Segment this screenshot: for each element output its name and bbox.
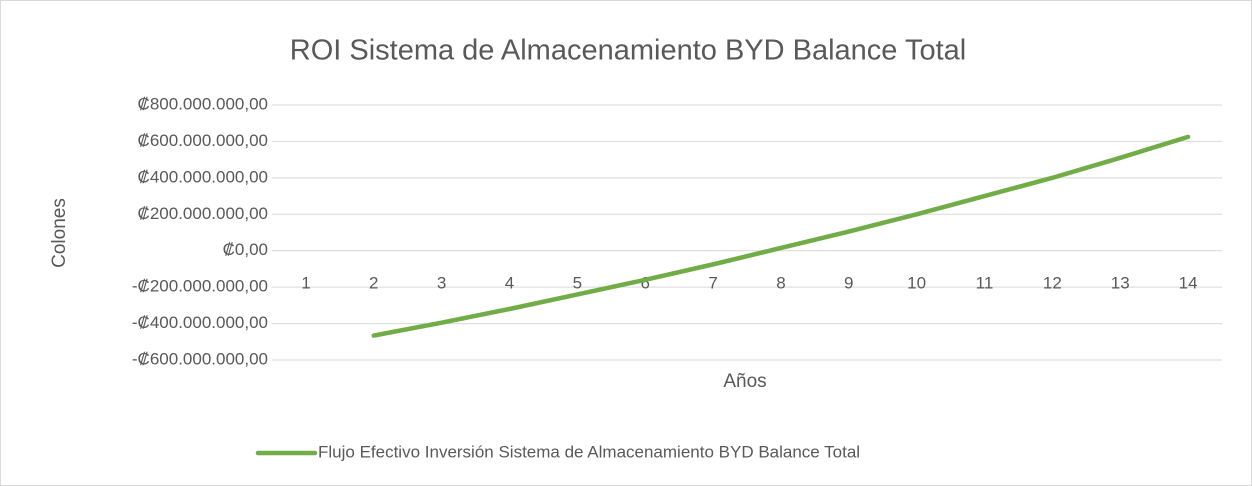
x-tick-label: 12: [1043, 273, 1062, 292]
x-tick-label: 10: [907, 273, 926, 292]
y-tick-label: -₡200.000.000,00: [132, 277, 268, 296]
x-tick-label: 4: [505, 273, 514, 292]
x-tick-label: 2: [369, 273, 378, 292]
y-axis-title: Colones: [49, 198, 70, 268]
x-tick-label: 8: [776, 273, 785, 292]
y-tick-label: ₡200.000.000,00: [138, 204, 268, 223]
chart-title: ROI Sistema de Almacenamiento BYD Balanc…: [290, 35, 966, 67]
y-tick-label: ₡400.000.000,00: [138, 167, 268, 186]
x-tick-label: 3: [437, 273, 446, 292]
legend-label: Flujo Efectivo Inversión Sistema de Alma…: [318, 442, 860, 461]
x-tick-label: 1: [301, 273, 310, 292]
x-axis-title: Años: [723, 371, 766, 392]
x-tick-label: 5: [573, 273, 582, 292]
y-tick-label: ₡0,00: [223, 240, 268, 259]
x-tick-label: 6: [640, 273, 649, 292]
x-tick-label: 7: [708, 273, 717, 292]
y-tick-label: -₡400.000.000,00: [132, 313, 268, 332]
data-line: [371, 134, 1191, 338]
x-tick-label: 13: [1111, 273, 1130, 292]
y-tick-label: ₡600.000.000,00: [138, 131, 268, 150]
y-tick-label: -₡600.000.000,00: [132, 349, 268, 368]
x-tick-label: 14: [1179, 273, 1198, 292]
x-tick-label: 9: [844, 273, 853, 292]
y-tick-label: ₡800.000.000,00: [138, 94, 268, 113]
x-tick-label: 11: [976, 273, 994, 292]
